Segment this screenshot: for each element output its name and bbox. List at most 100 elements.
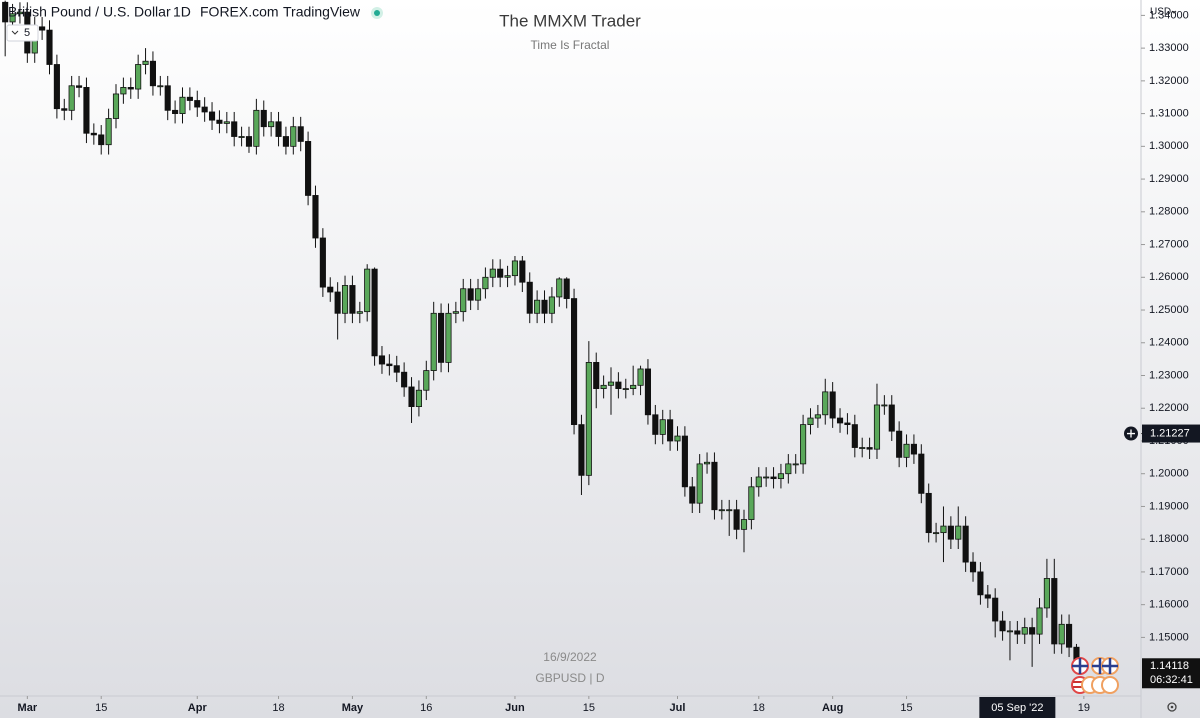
candle-body — [947, 525, 954, 540]
candle-body — [460, 288, 467, 313]
candle-body — [61, 108, 68, 111]
x-tick-label: 16 — [420, 702, 432, 714]
candle-body — [1029, 627, 1036, 635]
candle-body — [1051, 578, 1058, 645]
x-tick-label: Jun — [505, 702, 525, 714]
interval[interactable]: 1D — [173, 4, 191, 20]
candle-body — [859, 447, 866, 449]
event-flags — [1071, 657, 1119, 694]
y-tick-label: 1.19000 — [1149, 500, 1189, 512]
x-tick-label: Apr — [188, 702, 208, 714]
header: British Pound / U.S. Dollar 1D FOREX.com… — [6, 4, 383, 42]
candle-body — [748, 486, 755, 520]
candle-body — [593, 362, 600, 389]
candle-body — [770, 476, 777, 480]
candle-body — [194, 100, 201, 108]
candle-body — [290, 126, 297, 147]
candle-body — [667, 419, 674, 442]
crosshair-time-label: 05 Sep '22 — [991, 702, 1043, 714]
candle-body — [933, 532, 940, 535]
countdown-label: 06:32:41 — [1150, 674, 1193, 686]
candle-body — [305, 141, 312, 196]
candle-body — [844, 422, 851, 426]
candle-body — [482, 276, 489, 290]
currency-label[interactable]: USD — [1150, 7, 1171, 18]
candle-body — [1036, 607, 1043, 635]
candle-body — [548, 296, 555, 314]
candle-body — [910, 443, 917, 455]
candle-body — [319, 237, 326, 288]
candle-body — [83, 87, 90, 134]
crosshair-add-icon — [1127, 429, 1135, 438]
y-tick-label: 1.32000 — [1149, 75, 1189, 87]
candle-body — [534, 299, 541, 314]
candle-body — [918, 453, 925, 494]
candle-body — [571, 298, 578, 426]
candle-body — [733, 509, 740, 530]
candle-body — [999, 620, 1006, 632]
x-tick-label: Jul — [670, 702, 686, 714]
collapse-button[interactable] — [6, 24, 39, 42]
candle-body — [371, 268, 378, 357]
x-tick-label: 15 — [900, 702, 912, 714]
candle-body — [157, 85, 164, 88]
crosshair-price-box — [1142, 424, 1200, 443]
candle-body — [777, 473, 784, 480]
candle-body — [260, 109, 267, 128]
candle-body — [297, 126, 304, 142]
candle-body — [607, 381, 615, 386]
candle-body — [349, 285, 356, 314]
currency-chevron — [1171, 10, 1177, 14]
candle-body — [814, 414, 821, 419]
candle-body — [231, 121, 238, 137]
candle-body — [726, 509, 733, 512]
candle-body — [984, 594, 991, 599]
candle-body — [334, 291, 341, 314]
candle-body — [556, 278, 563, 298]
candle-body — [578, 424, 585, 476]
candle-body — [822, 391, 829, 416]
y-tick-label: 1.24000 — [1149, 337, 1189, 349]
bar-count: 5 — [24, 27, 30, 39]
candle-body — [955, 525, 962, 540]
candle-body — [1058, 623, 1065, 645]
candle-body — [386, 363, 393, 367]
candle-body — [881, 404, 888, 407]
candle-body — [755, 476, 762, 488]
candle-body — [223, 121, 230, 124]
plot-area — [2, 0, 1080, 669]
candle-body — [408, 386, 415, 408]
symbol-name[interactable]: British Pound / U.S. Dollar — [8, 4, 171, 20]
candle-body — [238, 136, 245, 138]
candle-body — [792, 463, 799, 466]
candle-body — [637, 368, 644, 386]
settings-icon[interactable] — [1167, 702, 1177, 712]
x-tick-label: 18 — [753, 702, 765, 714]
candle-body — [378, 355, 386, 365]
y-tick-label: 1.26000 — [1149, 271, 1189, 283]
candle-body — [452, 311, 459, 314]
candle-body — [68, 85, 75, 111]
candle-body — [992, 597, 999, 622]
candle-body — [430, 312, 437, 371]
candle-body — [135, 64, 142, 90]
candle-body — [873, 404, 881, 450]
candle-body — [622, 388, 629, 390]
candle-body — [644, 368, 652, 416]
candle-body — [186, 96, 193, 101]
candle-body — [474, 288, 482, 301]
watermark-subtitle: Time Is Fractal — [531, 38, 610, 52]
candle-body — [1043, 578, 1050, 609]
candle-body — [16, 11, 24, 15]
x-tick-label: May — [342, 702, 364, 714]
status-dot — [374, 10, 380, 16]
watermark-date: 16/9/2022 — [543, 650, 597, 664]
candle-body — [415, 389, 422, 408]
candle-body — [201, 106, 208, 113]
candle-body — [268, 121, 275, 128]
source: FOREX.com — [200, 4, 279, 20]
candle-body — [541, 299, 548, 314]
candle-body — [312, 195, 319, 239]
axes: 1.15000 1.16000 1.17000 1.18000 1.19000 1.200… — [18, 9, 1200, 718]
